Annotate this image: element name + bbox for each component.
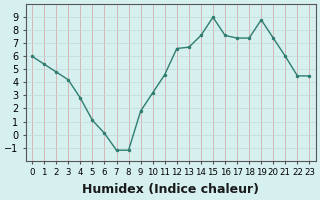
X-axis label: Humidex (Indice chaleur): Humidex (Indice chaleur): [82, 183, 259, 196]
